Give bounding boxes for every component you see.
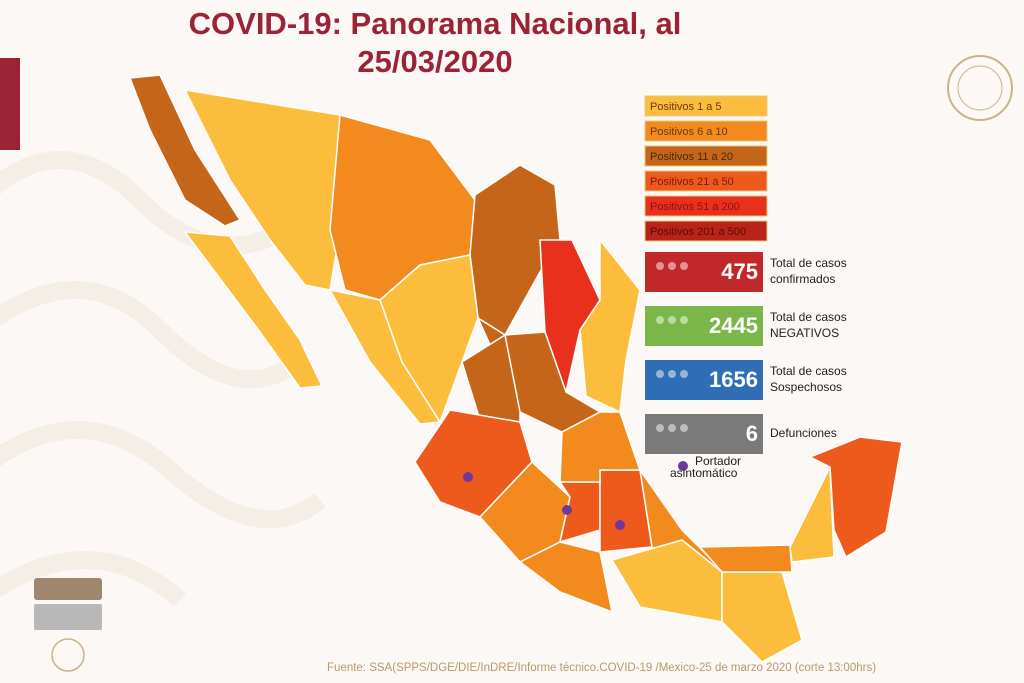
- legend-label: Positivos 51 a 200: [650, 201, 740, 213]
- people-icon: [656, 370, 664, 378]
- people-icon: [656, 424, 664, 432]
- state: [809, 436, 903, 558]
- source-note: Fuente: SSA(SPPS/DGE/DIE/InDRE/Informe t…: [327, 662, 876, 674]
- legend-label: Positivos 1 a 5: [650, 101, 722, 113]
- legend-label: Positivos 6 a 10: [650, 126, 728, 138]
- seal: [947, 55, 1013, 121]
- legend-swatch: [644, 120, 768, 142]
- state: [129, 74, 241, 227]
- people-icon: [680, 370, 688, 378]
- people-icon: [656, 316, 664, 324]
- legend-swatch: [644, 195, 768, 217]
- state: [579, 239, 641, 413]
- state: [789, 466, 835, 563]
- people-icon: [680, 262, 688, 270]
- state: [519, 541, 613, 613]
- stat-label: Total de casos: [770, 256, 847, 270]
- stat-value: 475: [721, 259, 758, 284]
- stat-label: Total de casos: [770, 310, 847, 324]
- marker-label: asintomático: [670, 466, 738, 480]
- legend-label: Positivos 11 a 20: [650, 151, 733, 163]
- stat-label: NEGATIVOS: [770, 326, 839, 340]
- seal: [51, 638, 85, 672]
- map: [129, 74, 903, 663]
- people-icon: [680, 316, 688, 324]
- people-icon: [656, 262, 664, 270]
- state: [559, 411, 641, 483]
- stats: 475 Total de casos confirmados 2445 Total de…: [645, 252, 847, 480]
- stat-box: [645, 306, 763, 346]
- people-icon: [668, 262, 676, 270]
- legend-label: Positivos 21 a 50: [650, 176, 734, 188]
- stat-label: Defunciones: [770, 426, 837, 440]
- legend-swatch: [644, 95, 768, 117]
- title: COVID-19: Panorama Nacional, al: [189, 6, 682, 41]
- legend-label: Positivos 201 a 500: [650, 226, 746, 238]
- stat-box: [645, 252, 763, 292]
- legend-swatch: [644, 145, 768, 167]
- stat-value: 2445: [709, 313, 758, 338]
- state: [699, 544, 793, 573]
- people-icon: [680, 424, 688, 432]
- title: 25/03/2020: [357, 44, 512, 79]
- stat-label: confirmados: [770, 272, 835, 286]
- marker-key: [678, 461, 688, 471]
- heroes-logo: [34, 578, 102, 630]
- people-icon: [668, 424, 676, 432]
- asymptomatic-marker: [615, 520, 625, 530]
- stat-value: 6: [746, 421, 758, 446]
- stat-box: [645, 414, 763, 454]
- seal: [957, 65, 1003, 111]
- legend: Positivos 1 a 5 Positivos 6 a 10 Positivos…: [644, 95, 768, 242]
- stat-label: Sospechosos: [770, 380, 842, 394]
- side-bar: [0, 58, 20, 150]
- asymptomatic-marker: [562, 505, 572, 515]
- stat-box: [645, 360, 763, 400]
- people-icon: [668, 316, 676, 324]
- stat-label: Total de casos: [770, 364, 847, 378]
- people-icon: [668, 370, 676, 378]
- marker-label: Portador: [695, 454, 741, 468]
- legend-swatch: [644, 170, 768, 192]
- asymptomatic-marker: [463, 472, 473, 482]
- state: [379, 254, 479, 423]
- stat-value: 1656: [709, 367, 758, 392]
- state: [184, 231, 323, 389]
- background-pattern: [0, 151, 326, 607]
- legend-swatch: [644, 220, 768, 242]
